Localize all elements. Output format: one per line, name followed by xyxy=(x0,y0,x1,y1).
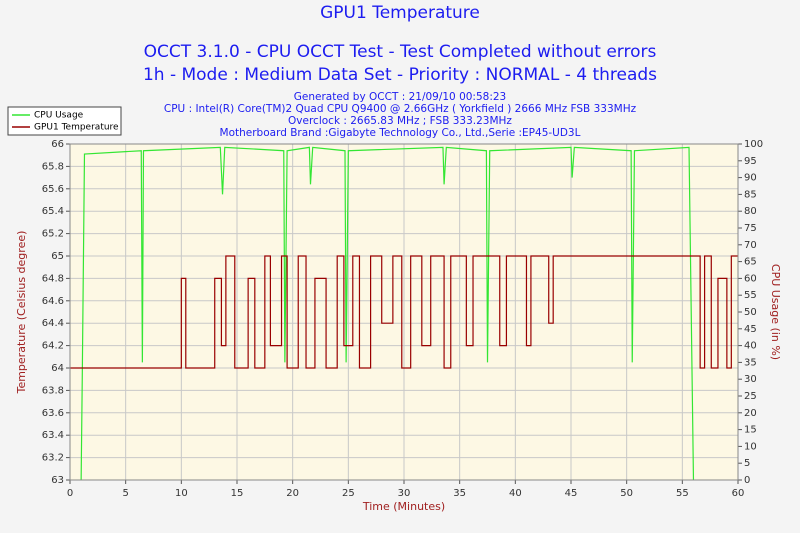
y-tick-label: 64.6 xyxy=(42,296,64,307)
y-tick-label: 63.2 xyxy=(42,453,64,464)
y2-tick-label: 50 xyxy=(744,307,757,318)
y2-tick-label: 85 xyxy=(744,189,757,200)
y2-tick-label: 30 xyxy=(744,374,757,385)
chart-title-line: OCCT 3.1.0 - CPU OCCT Test - Test Comple… xyxy=(144,42,657,62)
y-tick-label: 63.4 xyxy=(42,430,64,441)
x-tick-label: 10 xyxy=(175,488,188,499)
y2-tick-label: 80 xyxy=(744,206,757,217)
plot-border xyxy=(69,143,739,481)
y2-tick-label: 35 xyxy=(744,357,757,368)
y-tick-label: 63.6 xyxy=(42,408,64,419)
x-tick-label: 35 xyxy=(453,488,466,499)
x-tick-label: 15 xyxy=(231,488,244,499)
legend-label: GPU1 Temperature xyxy=(34,123,119,133)
x-tick-label: 45 xyxy=(565,488,578,499)
y-tick-label: 65 xyxy=(51,251,64,262)
chart-title-line: 1h - Mode : Medium Data Set - Priority :… xyxy=(143,65,657,85)
x-axis-label: Time (Minutes) xyxy=(362,500,445,513)
x-tick-label: 50 xyxy=(620,488,633,499)
y2-tick-label: 40 xyxy=(744,341,757,352)
legend-label: CPU Usage xyxy=(34,111,84,121)
chart-title: GPU1 Temperature xyxy=(320,3,480,23)
x-tick-label: 55 xyxy=(676,488,689,499)
y2-tick-label: 0 xyxy=(744,475,750,486)
y2-tick-label: 20 xyxy=(744,408,757,419)
x-tick-label: 20 xyxy=(286,488,299,499)
y2-tick-label: 25 xyxy=(744,391,757,402)
subtitle: Overclock : 2665.83 MHz ; FSB 333.23MHz xyxy=(288,115,512,127)
x-tick-label: 30 xyxy=(398,488,411,499)
y-tick-label: 64 xyxy=(51,363,64,374)
x-tick-label: 40 xyxy=(509,488,522,499)
y-tick-label: 63.8 xyxy=(42,385,64,396)
y-tick-label: 65.2 xyxy=(42,229,64,240)
y2-tick-label: 75 xyxy=(744,223,757,234)
y-tick-label: 64.2 xyxy=(42,341,64,352)
y2-tick-label: 55 xyxy=(744,290,757,301)
y-tick-label: 63 xyxy=(51,475,64,486)
y2-tick-label: 45 xyxy=(744,324,757,335)
y2-tick-label: 95 xyxy=(744,156,757,167)
series-line xyxy=(70,255,738,369)
subtitle: Motherboard Brand :Gigabyte Technology C… xyxy=(220,127,581,139)
y-axis-label: Temperature (Celsius degree) xyxy=(15,231,28,395)
y2-tick-label: 70 xyxy=(744,240,757,251)
x-tick-label: 60 xyxy=(732,488,745,499)
y2-tick-label: 5 xyxy=(744,458,750,469)
y2-tick-label: 100 xyxy=(744,139,763,150)
series-line xyxy=(80,146,695,481)
x-tick-label: 0 xyxy=(67,488,73,499)
y-tick-label: 65.4 xyxy=(42,206,64,217)
y2-axis-label: CPU Usage (in %) xyxy=(769,264,782,360)
subtitle: CPU : Intel(R) Core(TM)2 Quad CPU Q9400 … xyxy=(164,103,637,115)
legend xyxy=(7,106,122,136)
y2-tick-label: 10 xyxy=(744,441,757,452)
subtitle: Generated by OCCT : 21/09/10 00:58:23 xyxy=(294,91,506,103)
y-tick-label: 65.6 xyxy=(42,184,64,195)
y-tick-label: 66 xyxy=(51,139,64,150)
y-tick-label: 64.4 xyxy=(42,318,64,329)
y-tick-label: 65.8 xyxy=(42,161,64,172)
y-tick-label: 64.8 xyxy=(42,273,64,284)
y2-tick-label: 90 xyxy=(744,173,757,184)
y2-tick-label: 60 xyxy=(744,273,757,284)
x-tick-label: 25 xyxy=(342,488,355,499)
x-tick-label: 5 xyxy=(122,488,128,499)
y2-tick-label: 15 xyxy=(744,425,757,436)
y2-tick-label: 65 xyxy=(744,257,757,268)
